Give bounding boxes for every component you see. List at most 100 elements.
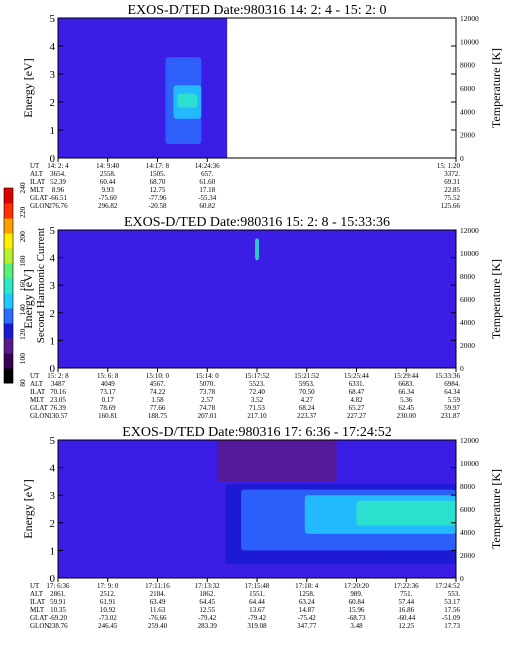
orbit-cell-mlt: 8.96 xyxy=(52,186,65,194)
orbit-cell-mlt: 10.35 xyxy=(50,606,66,614)
colorbar-segment xyxy=(4,278,13,294)
y2-tick-label: 10000 xyxy=(460,249,479,258)
y-tick-label: 0 xyxy=(50,573,56,585)
orbit-cell-ilat: 63.49 xyxy=(150,598,166,606)
orbit-cell-glat: 77.66 xyxy=(150,404,166,412)
colorbar-tick-label: 140 xyxy=(18,304,27,316)
orbit-cell-glon: 246.45 xyxy=(98,622,118,630)
y2-tick-label: 8000 xyxy=(460,61,475,70)
orbit-cell-glon: 283.39 xyxy=(198,622,218,630)
orbit-cell-glon: 231.87 xyxy=(441,412,461,420)
y2-tick-label: 8000 xyxy=(460,272,475,281)
panel-title: EXOS-D/TED Date:980316 15: 2: 8 - 15:33:… xyxy=(124,215,390,230)
orbit-cell-glat: -79.42 xyxy=(248,614,267,622)
orbit-cell-alt: 553. xyxy=(448,590,461,598)
orbit-cell-alt: 5523. xyxy=(249,380,265,388)
y2-tick-label: 0 xyxy=(460,364,464,373)
orbit-cell-ut: 15: 6: 8 xyxy=(97,372,119,380)
y-axis-label: Energy [eV] xyxy=(21,479,35,538)
orbit-cell-ut: 15: 2: 8 xyxy=(47,372,69,380)
orbit-cell-ilat: 59.91 xyxy=(50,598,66,606)
orbit-cell-mlt: 2.57 xyxy=(201,396,214,404)
y2-tick-label: 2000 xyxy=(460,551,475,560)
orbit-cell-alt: 6683. xyxy=(398,380,414,388)
orbit-cell-glon: 130.57 xyxy=(48,412,68,420)
orbit-cell-alt: 4049 xyxy=(101,380,116,388)
orbit-cell-glon: 207.01 xyxy=(198,412,218,420)
y-tick-label: 1 xyxy=(50,335,56,347)
colorbar-segment xyxy=(4,248,13,264)
heatmap-feature xyxy=(177,93,198,108)
orbit-cell-ilat: 57.44 xyxy=(398,598,414,606)
orbit-cell-ut: 17:13:32 xyxy=(195,582,220,590)
orbit-cell-glon: 230.00 xyxy=(397,412,417,420)
orbit-cell-glat: 71.53 xyxy=(249,404,265,412)
orbit-cell-glat: -51.09 xyxy=(442,614,461,622)
colorbar-segment xyxy=(4,203,13,219)
orbit-cell-ut: 15:33:36 xyxy=(435,372,460,380)
orbit-cell-glon: 60.82 xyxy=(199,202,215,210)
colorbar-segment xyxy=(4,353,13,369)
orbit-cell-ut: 15:10: 0 xyxy=(146,372,170,380)
y-axis-label: Energy [eV] xyxy=(21,269,35,328)
orbit-cell-ilat: 73.17 xyxy=(100,388,116,396)
orbit-cell-mlt: 3.52 xyxy=(251,396,264,404)
orbit-cell-alt: 1258. xyxy=(299,590,315,598)
orbit-cell-ilat: 72.40 xyxy=(249,388,265,396)
orbit-cell-glat: -68.73 xyxy=(347,614,366,622)
orbit-cell-glat: -55.34 xyxy=(198,194,217,202)
colorbar-segment xyxy=(4,338,13,354)
orbit-cell-ut: 17: 6:36 xyxy=(46,582,70,590)
orbit-cell-ilat: 60.84 xyxy=(349,598,365,606)
orbit-cell-mlt: 12.55 xyxy=(199,606,215,614)
orbit-cell-alt: 2558. xyxy=(100,170,116,178)
orbit-cell-ilat: 70.50 xyxy=(299,388,315,396)
y2-tick-label: 8000 xyxy=(460,482,475,491)
y-tick-label: 2 xyxy=(50,518,56,530)
orbit-cell-ilat: 64.45 xyxy=(199,598,215,606)
orbit-cell-mlt: 0.17 xyxy=(102,396,115,404)
orbit-cell-alt: 3654. xyxy=(50,170,66,178)
colorbar-segment xyxy=(4,218,13,234)
colorbar-tick-label: 240 xyxy=(18,182,27,194)
y-tick-label: 4 xyxy=(50,253,56,265)
orbit-cell-alt: 4567. xyxy=(150,380,166,388)
colorbar-segment xyxy=(4,308,13,324)
orbit-cell-glat: 68.24 xyxy=(299,404,315,412)
y2-tick-label: 4000 xyxy=(460,107,475,116)
orbit-row-label: GLAT xyxy=(30,404,49,412)
orbit-cell-ut: 17:18: 4 xyxy=(295,582,319,590)
colorbar-segment xyxy=(4,368,13,384)
orbit-cell-mlt: 5.59 xyxy=(448,396,461,404)
orbit-cell-alt: 2512. xyxy=(100,590,116,598)
y2-tick-label: 12000 xyxy=(460,436,479,445)
orbit-cell-ut: 15:25:44 xyxy=(344,372,369,380)
orbit-cell-ut: 15: 1:20 xyxy=(437,162,461,170)
orbit-row-label: GLON xyxy=(30,622,49,630)
colorbar-tick-label: 120 xyxy=(18,328,27,340)
y2-tick-label: 12000 xyxy=(460,14,479,23)
orbit-cell-glon: 296.82 xyxy=(98,202,118,210)
y-tick-label: 5 xyxy=(50,225,56,237)
orbit-cell-glat: 76.39 xyxy=(50,404,66,412)
orbit-cell-mlt: 4.82 xyxy=(350,396,363,404)
orbit-cell-mlt: 23.05 xyxy=(50,396,66,404)
y-tick-label: 1 xyxy=(50,125,56,137)
y2-tick-label: 6000 xyxy=(460,295,475,304)
orbit-cell-alt: 657. xyxy=(201,170,214,178)
orbit-cell-mlt: 5.36 xyxy=(400,396,413,404)
orbit-cell-glon: 227.27 xyxy=(347,412,367,420)
orbit-cell-ut: 17: 9: 0 xyxy=(97,582,119,590)
orbit-cell-ilat: 74.22 xyxy=(150,388,166,396)
orbit-cell-glat: -75.60 xyxy=(99,194,118,202)
orbit-cell-ut: 14: 9:40 xyxy=(96,162,120,170)
orbit-cell-ut: 15:17:52 xyxy=(245,372,270,380)
orbit-cell-mlt: 17.56 xyxy=(444,606,460,614)
orbit-cell-ilat: 64.44 xyxy=(249,598,265,606)
y2-axis-label: Temperature [K] xyxy=(489,48,503,128)
orbit-cell-glat: -69.20 xyxy=(49,614,68,622)
orbit-cell-mlt: 1.58 xyxy=(151,396,164,404)
plot-frame xyxy=(57,17,457,159)
y-tick-label: 3 xyxy=(50,69,56,81)
